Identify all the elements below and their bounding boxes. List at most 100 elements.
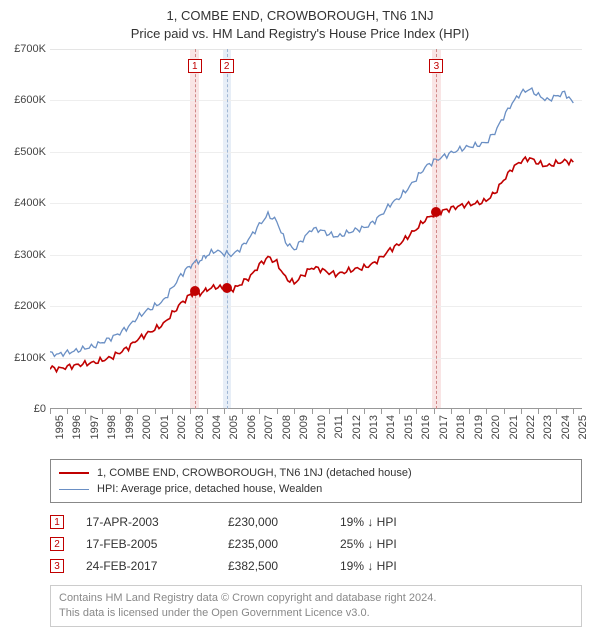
- x-axis-label: 2001: [159, 415, 171, 439]
- sale-price: £235,000: [228, 537, 328, 551]
- x-axis-label: 2003: [194, 415, 206, 439]
- x-axis-tick: [521, 409, 522, 414]
- y-axis-label: £600K: [14, 94, 46, 106]
- x-axis-label: 2006: [246, 415, 258, 439]
- x-axis-tick: [155, 409, 156, 414]
- x-axis-label: 2004: [211, 415, 223, 439]
- x-axis-tick: [67, 409, 68, 414]
- x-axis-label: 2018: [455, 415, 467, 439]
- sale-marker: 1: [188, 59, 202, 73]
- x-axis-tick: [102, 409, 103, 414]
- series-hpi: [50, 88, 573, 356]
- x-axis-label: 2016: [420, 415, 432, 439]
- sale-price: £230,000: [228, 515, 328, 529]
- legend-label: 1, COMBE END, CROWBOROUGH, TN6 1NJ (deta…: [97, 467, 412, 479]
- x-axis-tick: [416, 409, 417, 414]
- sale-diff: 25% ↓ HPI: [340, 537, 397, 551]
- attribution-line: This data is licensed under the Open Gov…: [59, 606, 573, 621]
- legend-swatch: [59, 472, 89, 474]
- x-axis-label: 2025: [577, 415, 589, 439]
- chart-title-sub: Price paid vs. HM Land Registry's House …: [10, 26, 590, 41]
- x-axis-tick: [469, 409, 470, 414]
- sale-dot: [222, 283, 232, 293]
- chart-container: 1, COMBE END, CROWBOROUGH, TN6 1NJ Price…: [0, 0, 600, 637]
- x-axis-tick: [242, 409, 243, 414]
- x-axis-label: 2008: [281, 415, 293, 439]
- x-axis-label: 2015: [403, 415, 415, 439]
- x-axis-tick: [259, 409, 260, 414]
- attribution-line: Contains HM Land Registry data © Crown c…: [59, 591, 573, 606]
- x-axis-label: 2000: [141, 415, 153, 439]
- x-axis-label: 2020: [490, 415, 502, 439]
- x-axis-tick: [364, 409, 365, 414]
- sale-date: 24-FEB-2017: [86, 559, 216, 573]
- x-axis-label: 2011: [333, 415, 345, 439]
- x-axis-label: 2022: [525, 415, 537, 439]
- x-axis-tick: [486, 409, 487, 414]
- sale-row: 1 17-APR-2003 £230,000 19% ↓ HPI: [50, 511, 582, 533]
- x-axis-tick: [504, 409, 505, 414]
- x-axis-tick: [399, 409, 400, 414]
- x-axis-tick: [50, 409, 51, 414]
- sale-number-badge: 2: [50, 537, 64, 551]
- sale-date: 17-APR-2003: [86, 515, 216, 529]
- sale-marker: 3: [429, 59, 443, 73]
- x-axis-label: 2019: [473, 415, 485, 439]
- x-axis-tick: [172, 409, 173, 414]
- sale-price: £382,500: [228, 559, 328, 573]
- x-axis-tick: [312, 409, 313, 414]
- chart-title-address: 1, COMBE END, CROWBOROUGH, TN6 1NJ: [10, 8, 590, 23]
- x-axis-label: 2009: [298, 415, 310, 439]
- x-axis-tick: [120, 409, 121, 414]
- x-axis-label: 1997: [89, 415, 101, 439]
- x-axis-tick: [207, 409, 208, 414]
- x-axis-tick: [329, 409, 330, 414]
- x-axis-label: 2014: [385, 415, 397, 439]
- y-axis-label: £700K: [14, 43, 46, 55]
- x-axis-label: 1996: [71, 415, 83, 439]
- sale-diff: 19% ↓ HPI: [340, 559, 397, 573]
- series-property: [50, 157, 573, 372]
- x-axis-tick: [224, 409, 225, 414]
- sale-dot: [190, 286, 200, 296]
- legend-item: HPI: Average price, detached house, Weal…: [59, 481, 573, 497]
- sales-table: 1 17-APR-2003 £230,000 19% ↓ HPI 2 17-FEB-200…: [50, 511, 582, 577]
- y-axis-label: £200K: [14, 300, 46, 312]
- chart-plot-area: £0£100K£200K£300K£400K£500K£600K£700K199…: [50, 49, 582, 409]
- x-axis-tick: [451, 409, 452, 414]
- sale-date: 17-FEB-2005: [86, 537, 216, 551]
- legend-swatch: [59, 489, 89, 490]
- x-axis-label: 1998: [106, 415, 118, 439]
- x-axis-label: 1995: [54, 415, 66, 439]
- x-axis-tick: [277, 409, 278, 414]
- x-axis-tick: [556, 409, 557, 414]
- sale-marker: 2: [220, 59, 234, 73]
- sale-number-badge: 1: [50, 515, 64, 529]
- sale-number-badge: 3: [50, 559, 64, 573]
- attribution-box: Contains HM Land Registry data © Crown c…: [50, 585, 582, 627]
- y-axis-label: £400K: [14, 197, 46, 209]
- y-axis-label: £500K: [14, 146, 46, 158]
- sale-diff: 19% ↓ HPI: [340, 515, 397, 529]
- x-axis-tick: [434, 409, 435, 414]
- legend-label: HPI: Average price, detached house, Weal…: [97, 483, 322, 495]
- y-axis-label: £100K: [14, 352, 46, 364]
- x-axis-tick: [137, 409, 138, 414]
- x-axis-label: 2012: [351, 415, 363, 439]
- legend-box: 1, COMBE END, CROWBOROUGH, TN6 1NJ (deta…: [50, 459, 582, 503]
- x-axis-label: 1999: [124, 415, 136, 439]
- x-axis-tick: [347, 409, 348, 414]
- x-axis-label: 2013: [368, 415, 380, 439]
- x-axis-tick: [381, 409, 382, 414]
- y-axis-label: £0: [34, 403, 46, 415]
- x-axis-label: 2002: [176, 415, 188, 439]
- y-axis-label: £300K: [14, 249, 46, 261]
- x-axis-label: 2021: [508, 415, 520, 439]
- x-axis-tick: [190, 409, 191, 414]
- x-axis-label: 2005: [228, 415, 240, 439]
- legend-item: 1, COMBE END, CROWBOROUGH, TN6 1NJ (deta…: [59, 465, 573, 481]
- sale-dot: [431, 207, 441, 217]
- chart-lines-svg: [50, 49, 582, 409]
- sale-row: 3 24-FEB-2017 £382,500 19% ↓ HPI: [50, 555, 582, 577]
- x-axis-label: 2007: [263, 415, 275, 439]
